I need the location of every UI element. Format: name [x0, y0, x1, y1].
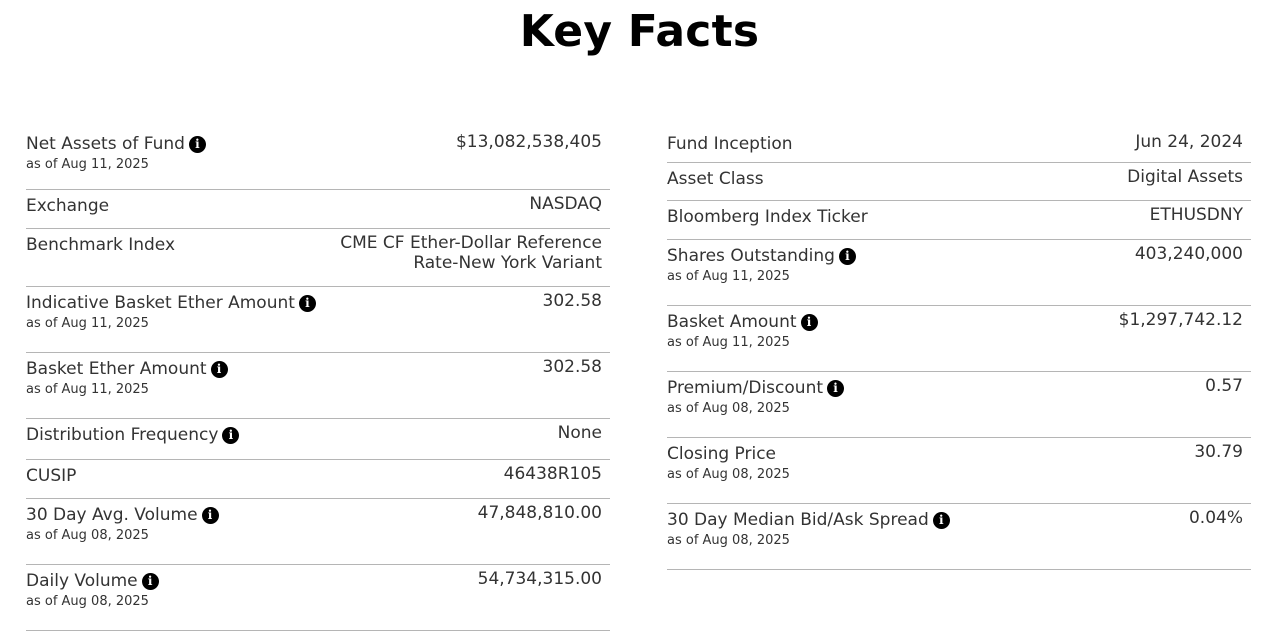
page-title: Key Facts — [519, 6, 760, 57]
fact-label: Benchmark Index — [26, 235, 176, 255]
fact-label: Bloomberg Index Ticker — [667, 207, 868, 227]
fact-label: Asset Class — [667, 169, 764, 189]
fact-row-30-day-avg-volume: 30 Day Avg. Volume i as of Aug 08, 2025 47… — [26, 499, 610, 565]
fact-row-distribution-frequency: Distribution Frequency i None — [26, 419, 610, 460]
fact-as-of-date: as of Aug 11, 2025 — [667, 335, 790, 350]
info-icon[interactable]: i — [827, 380, 845, 397]
fact-row-cusip: CUSIP 46438R105 — [26, 460, 610, 499]
info-icon[interactable]: i — [838, 248, 856, 265]
fact-row-basket-ether: Basket Ether Amount i as of Aug 11, 2025 3… — [26, 353, 610, 419]
fact-value: $13,082,538,405 — [455, 132, 602, 152]
fact-label: 30 Day Avg. Volume — [26, 505, 198, 525]
fact-row-daily-volume: Daily Volume i as of Aug 08, 2025 54,734,3… — [26, 565, 610, 631]
fact-label: Indicative Basket Ether Amount — [26, 293, 295, 313]
fact-label: 30 Day Median Bid/Ask Spread — [667, 510, 929, 530]
fact-value: 302.58 — [542, 291, 602, 311]
fact-value: 54,734,315.00 — [477, 569, 602, 589]
fact-as-of-date: as of Aug 11, 2025 — [667, 269, 790, 284]
fact-row-indicative-basket-ether: Indicative Basket Ether Amount i as of Aug… — [26, 287, 610, 353]
info-icon[interactable]: i — [188, 136, 206, 153]
fact-label: Closing Price — [667, 444, 777, 464]
fact-value: 0.57 — [1205, 376, 1243, 396]
fact-row-asset-class: Asset Class Digital Assets — [667, 163, 1251, 201]
info-icon[interactable]: i — [210, 361, 228, 378]
fact-value: ETHUSDNY — [1149, 205, 1243, 225]
fact-as-of-date: as of Aug 11, 2025 — [26, 316, 149, 331]
fact-value: 302.58 — [542, 357, 602, 377]
fact-label: Basket Ether Amount — [26, 359, 207, 379]
fact-as-of-date: as of Aug 08, 2025 — [667, 401, 790, 416]
info-icon[interactable]: i — [141, 573, 159, 590]
fact-value-line: Rate-New York Variant — [413, 253, 602, 273]
fact-label: Distribution Frequency — [26, 425, 219, 445]
fact-value: 0.04% — [1188, 508, 1243, 528]
fact-row-shares-outstanding: Shares Outstanding i as of Aug 11, 2025 40… — [667, 240, 1251, 306]
fact-value: Digital Assets — [1127, 167, 1243, 187]
fact-value: NASDAQ — [529, 194, 602, 214]
fact-label: Net Assets of Fund — [26, 134, 185, 154]
info-icon[interactable]: i — [800, 314, 818, 331]
fact-label: Basket Amount — [667, 312, 797, 332]
info-icon[interactable]: i — [222, 427, 240, 444]
fact-value: $1,297,742.12 — [1118, 310, 1243, 330]
fact-row-benchmark-index: Benchmark Index CME CF Ether-Dollar Refe… — [26, 229, 610, 287]
fact-row-median-bid-ask-spread: 30 Day Median Bid/Ask Spread i as of Aug 0… — [667, 504, 1251, 570]
fact-label: Exchange — [26, 196, 110, 216]
fact-as-of-date: as of Aug 08, 2025 — [667, 533, 790, 548]
fact-row-closing-price: Closing Price as of Aug 08, 2025 30.79 — [667, 438, 1251, 504]
fact-as-of-date: as of Aug 08, 2025 — [26, 594, 149, 609]
fact-row-premium-discount: Premium/Discount i as of Aug 08, 2025 0.57 — [667, 372, 1251, 438]
info-icon[interactable]: i — [201, 507, 219, 524]
fact-row-net-assets: Net Assets of Fund i as of Aug 11, 2025 $1… — [26, 128, 610, 190]
fact-value: 30.79 — [1194, 442, 1243, 462]
fact-as-of-date: as of Aug 11, 2025 — [26, 157, 149, 172]
fact-row-exchange: Exchange NASDAQ — [26, 190, 610, 229]
key-facts-left-column: Net Assets of Fund i as of Aug 11, 2025 $1… — [26, 128, 610, 631]
fact-label: Premium/Discount — [667, 378, 824, 398]
fact-label: CUSIP — [26, 466, 77, 486]
fact-value: Jun 24, 2024 — [1135, 132, 1243, 152]
key-facts-right-column: Fund Inception Jun 24, 2024 Asset Class … — [667, 128, 1251, 570]
fact-value: 46438R105 — [503, 464, 602, 484]
fact-value: None — [557, 423, 602, 443]
fact-value: CME CF Ether-Dollar Reference Rate-New Yo… — [340, 233, 602, 273]
info-icon[interactable]: i — [298, 295, 316, 312]
fact-value-line: CME CF Ether-Dollar Reference — [340, 233, 602, 253]
info-icon[interactable]: i — [932, 512, 950, 529]
fact-label: Daily Volume — [26, 571, 138, 591]
fact-label: Fund Inception — [667, 134, 793, 154]
fact-row-bloomberg-index-ticker: Bloomberg Index Ticker ETHUSDNY — [667, 201, 1251, 240]
fact-as-of-date: as of Aug 11, 2025 — [26, 382, 149, 397]
fact-row-fund-inception: Fund Inception Jun 24, 2024 — [667, 128, 1251, 163]
fact-value: 403,240,000 — [1134, 244, 1243, 264]
fact-as-of-date: as of Aug 08, 2025 — [26, 528, 149, 543]
fact-value: 47,848,810.00 — [477, 503, 602, 523]
fact-as-of-date: as of Aug 08, 2025 — [667, 467, 790, 482]
fact-row-basket-amount: Basket Amount i as of Aug 11, 2025 $1,297,… — [667, 306, 1251, 372]
fact-label: Shares Outstanding — [667, 246, 835, 266]
